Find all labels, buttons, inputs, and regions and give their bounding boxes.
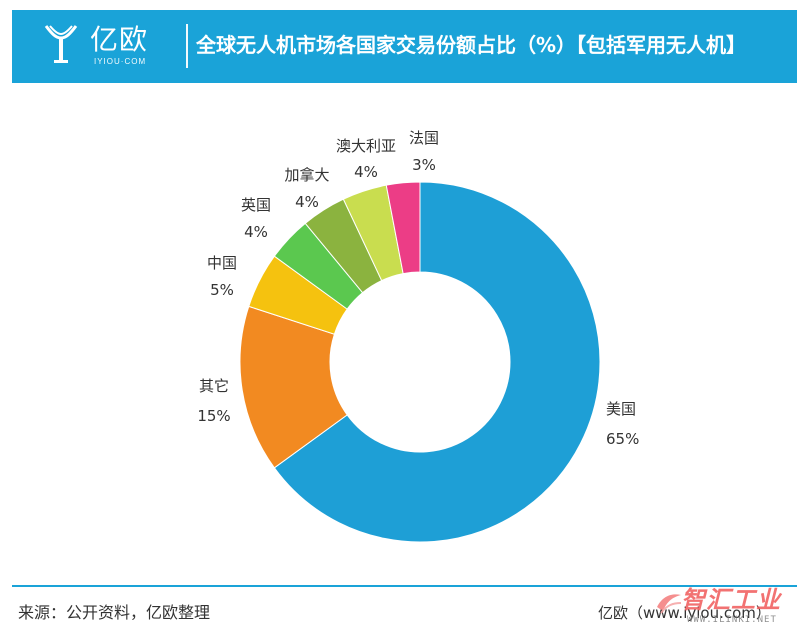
slice-label-4: 英国 (241, 196, 271, 214)
header-divider (186, 24, 188, 68)
watermark-logo-icon (657, 594, 682, 614)
slice-value-1: 65% (606, 430, 639, 448)
slice-value-7: 3% (412, 156, 436, 174)
slice-value-4: 4% (244, 223, 268, 241)
watermark: 智汇工业 WWW.ILINKI.NET (655, 586, 805, 632)
slice-1 (273, 181, 601, 543)
logo-text: 亿欧 (90, 23, 149, 56)
slice-label-5: 加拿大 (284, 166, 329, 184)
footer-divider (12, 585, 797, 587)
slice-value-5: 4% (295, 193, 319, 211)
slice-value-6: 4% (354, 163, 378, 181)
iyiou-logo-icon (44, 25, 78, 63)
logo-subtext: IYIOU·COM (94, 57, 147, 66)
slice-value-3: 5% (210, 281, 234, 299)
site-credit: 亿欧（www.iyiou.com） (598, 604, 771, 622)
slice-label-1: 美国 (606, 400, 636, 418)
watermark-text: 智汇工业 (681, 586, 781, 614)
slice-label-2: 其它 (199, 377, 229, 395)
source-note: 来源：公开资料，亿欧整理 (18, 603, 211, 622)
slice-value-2: 15% (197, 407, 230, 425)
slice-7 (385, 181, 421, 275)
slice-label-7: 法国 (409, 129, 439, 147)
header-bar: 亿欧 IYIOU·COM 全球无人机市场各国家交易份额占比（%）【包括军用无人机… (12, 10, 797, 83)
slice-label-6: 澳大利亚 (336, 137, 396, 155)
watermark-url: WWW.ILINKI.NET (687, 615, 777, 625)
slice-label-3: 中国 (207, 254, 237, 272)
chart-title: 全球无人机市场各国家交易份额占比（%）【包括军用无人机】 (196, 33, 747, 57)
slice-2 (239, 305, 348, 469)
